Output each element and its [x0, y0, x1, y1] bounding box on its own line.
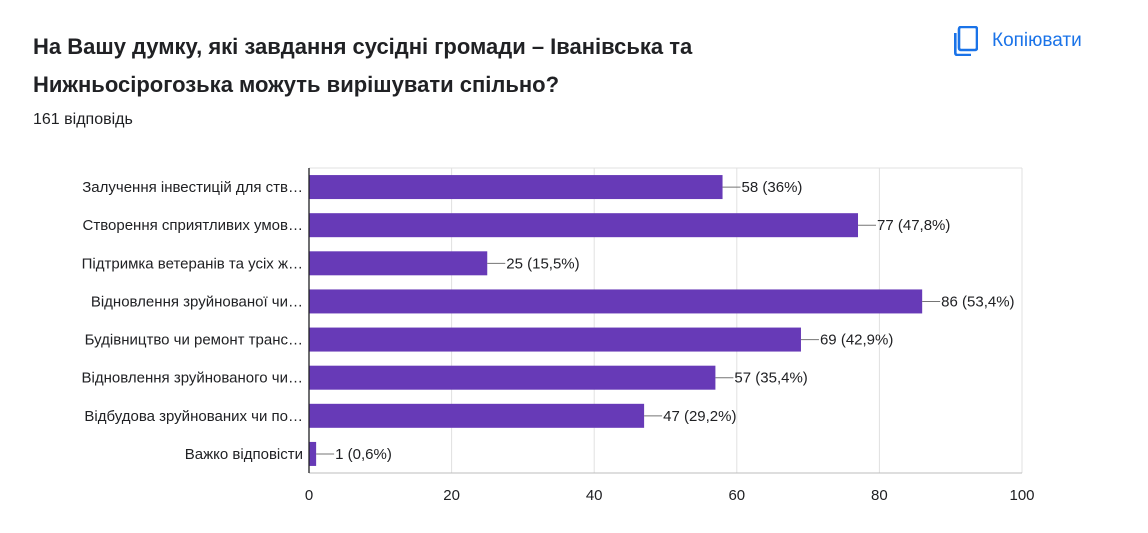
- copy-icon: [954, 26, 978, 56]
- data-label: 86 (53,4%): [941, 293, 1014, 310]
- category-label: Створення сприятливих умов…: [83, 217, 304, 234]
- bar: [309, 289, 923, 314]
- category-label: Відбудова зруйнованих чи по…: [84, 408, 303, 425]
- data-label: 1 (0,6%): [335, 446, 392, 463]
- data-label: 25 (15,5%): [506, 255, 579, 272]
- bar: [309, 365, 716, 390]
- data-label: 57 (35,4%): [734, 370, 807, 387]
- response-count: 161 відповідь: [33, 111, 133, 128]
- x-tick-label: 100: [1009, 487, 1034, 504]
- bar: [309, 175, 723, 200]
- data-label: 77 (47,8%): [877, 217, 950, 234]
- category-label: Підтримка ветеранів та усіх ж…: [82, 255, 303, 272]
- bar: [309, 251, 488, 276]
- bar: [309, 403, 645, 428]
- x-tick-label: 0: [305, 487, 313, 504]
- category-label: Відновлення зруйнованої чи…: [91, 293, 303, 310]
- category-label: Відновлення зруйнованого чи…: [82, 370, 303, 387]
- bar: [309, 327, 801, 352]
- data-label: 58 (36%): [742, 179, 803, 196]
- bar: [309, 441, 317, 466]
- category-label: Будівництво чи ремонт транс…: [85, 332, 303, 349]
- bar: [309, 213, 859, 238]
- data-label: 47 (29,2%): [663, 408, 736, 425]
- copy-button-label: Копіювати: [992, 30, 1082, 51]
- copy-button[interactable]: Копіювати: [954, 24, 1082, 58]
- x-tick-label: 20: [443, 487, 460, 504]
- x-tick-label: 40: [586, 487, 603, 504]
- category-label: Залучення інвестицій для ств…: [82, 179, 303, 196]
- x-tick-label: 80: [871, 487, 888, 504]
- data-label: 69 (42,9%): [820, 332, 893, 349]
- x-tick-label: 60: [728, 487, 745, 504]
- question-title: На Вашу думку, які завдання сусідні гром…: [33, 34, 693, 97]
- category-label: Важко відповісти: [185, 446, 303, 463]
